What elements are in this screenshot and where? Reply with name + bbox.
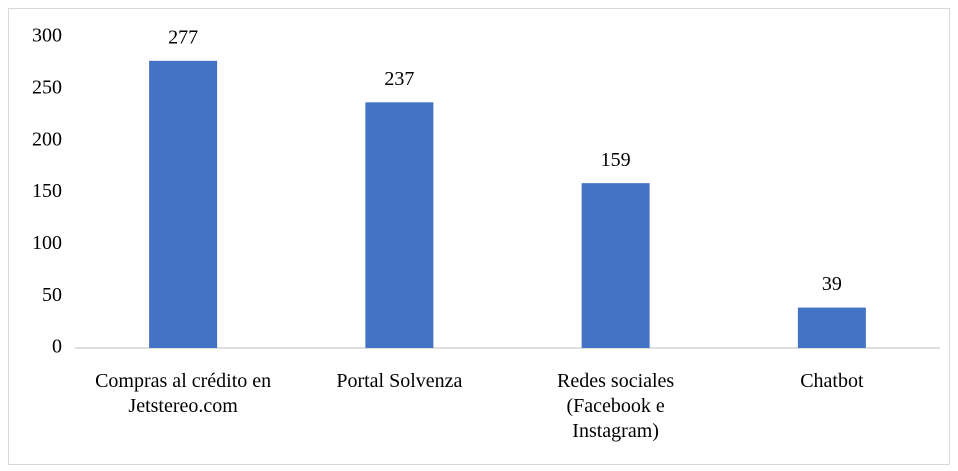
data-label: 237 xyxy=(384,68,414,90)
y-tick-label: 200 xyxy=(32,128,62,150)
x-tick-label: Portal Solvenza xyxy=(336,370,463,392)
y-tick-label: 0 xyxy=(52,336,62,358)
bar xyxy=(797,307,866,348)
y-tick-label: 250 xyxy=(32,76,62,98)
y-tick-label: 300 xyxy=(32,25,62,47)
bar xyxy=(149,60,218,349)
bar xyxy=(365,102,434,348)
x-tick-label: Redes sociales (Facebook e Instagram) xyxy=(557,370,675,442)
data-label: 159 xyxy=(601,149,631,171)
y-tick-label: 100 xyxy=(32,232,62,254)
y-tick-label: 150 xyxy=(32,180,62,202)
bar xyxy=(581,183,650,348)
data-label: 277 xyxy=(168,26,198,48)
y-tick-label: 50 xyxy=(42,284,62,306)
x-tick-label: Compras al crédito en Jetstereo.com xyxy=(95,370,272,417)
x-tick-label: Chatbot xyxy=(800,370,864,392)
data-label: 39 xyxy=(822,273,842,295)
